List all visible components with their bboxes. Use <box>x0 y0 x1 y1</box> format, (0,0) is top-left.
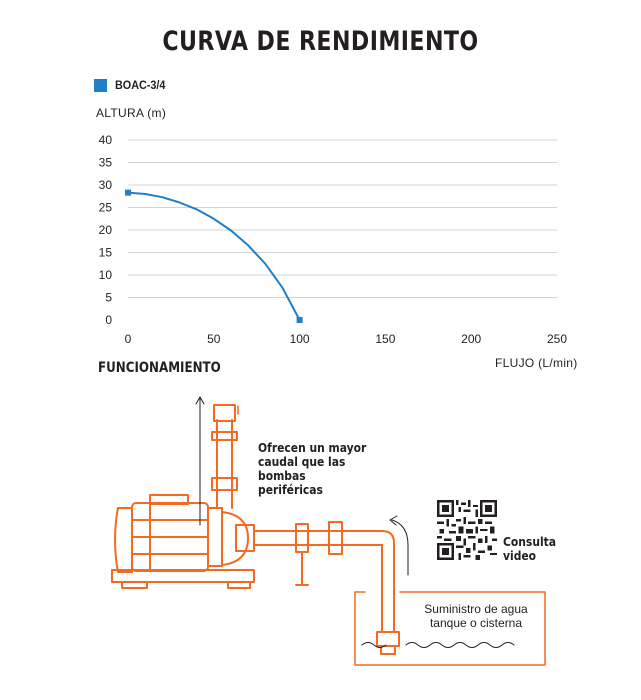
series-marker <box>125 189 131 196</box>
legend-label: BOAC-3/4 <box>115 78 166 92</box>
video-label-line-2: video <box>503 548 537 563</box>
y-tick-label: 20 <box>99 223 113 237</box>
legend-swatch <box>94 78 107 92</box>
discharge-coupling <box>211 477 238 491</box>
foot-strainer <box>380 645 396 655</box>
y-tick-label: 25 <box>99 201 113 215</box>
supply-label: Suministro de agua tanque o cisterna <box>416 602 536 630</box>
inlet-flange <box>235 524 255 552</box>
pump-note: Ofrecen un mayor caudal que las bombas p… <box>258 440 367 497</box>
y-tick-label: 5 <box>105 291 112 305</box>
y-tick-label: 35 <box>99 156 113 170</box>
discharge-top <box>213 404 236 422</box>
y-axis-label: ALTURA (m) <box>96 106 167 120</box>
y-tick-label: 0 <box>105 313 112 327</box>
motor-end-cap <box>114 507 133 573</box>
x-tick-label: 50 <box>207 332 221 346</box>
pipe-coupling-2 <box>328 521 343 555</box>
x-tick-label: 200 <box>461 332 481 346</box>
motor-body <box>131 502 209 572</box>
series-line <box>127 191 301 321</box>
x-axis-label: FLUJO (L/min) <box>495 356 578 370</box>
foot-valve <box>376 631 400 647</box>
water-surface <box>361 642 515 648</box>
y-tick-label: 30 <box>99 178 113 192</box>
pipe-coupling-1 <box>295 523 309 553</box>
terminal-box <box>149 494 189 505</box>
pump-flange <box>207 507 223 567</box>
legend: BOAC-3/4 <box>94 78 171 92</box>
y-tick-label: 15 <box>99 246 113 260</box>
performance-chart: 0 5 10 15 20 25 30 35 40 0 50 100 150 200 250 <box>99 133 568 346</box>
y-tick-label: 40 <box>99 133 113 147</box>
supply-label-line-1: Suministro de agua <box>424 602 528 616</box>
x-tick-label: 100 <box>290 332 310 346</box>
series-marker <box>296 317 303 323</box>
qr-code[interactable] <box>437 500 497 560</box>
x-tick-label: 150 <box>375 332 395 346</box>
pump-base <box>111 569 255 583</box>
chart-title: CURVA DE RENDIMIENTO <box>162 26 479 57</box>
x-tick-label: 0 <box>125 332 132 346</box>
discharge-union <box>211 431 238 441</box>
pump-foot-left <box>121 581 148 589</box>
pump-volute <box>221 511 249 566</box>
pump-foot-right <box>227 581 251 589</box>
video-label-line-1: Consulta <box>503 534 557 549</box>
x-tick-label: 250 <box>547 332 567 346</box>
y-tick-label: 10 <box>99 268 113 282</box>
video-label: Consulta video <box>503 534 557 563</box>
section-title: FUNCIONAMIENTO <box>98 360 221 376</box>
supply-label-line-2: tanque o cisterna <box>429 616 523 630</box>
